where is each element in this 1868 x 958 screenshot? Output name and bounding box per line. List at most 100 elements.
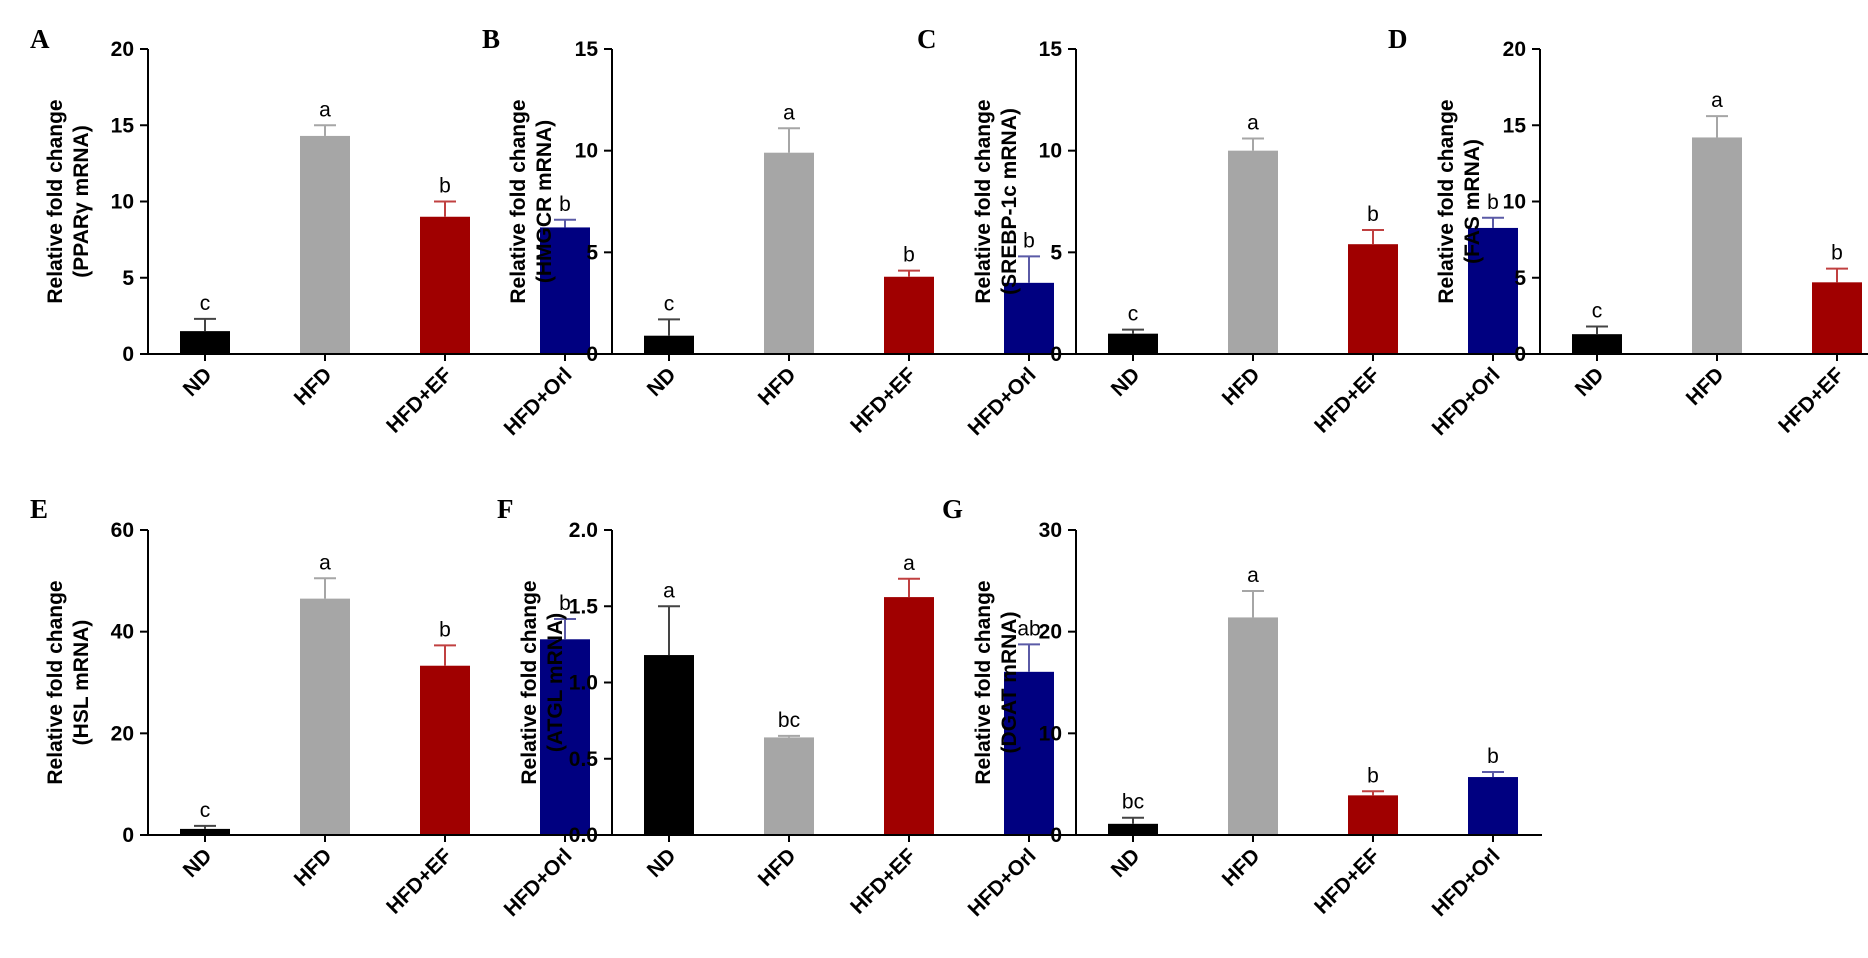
- y-tick-label: 15: [111, 114, 135, 137]
- significance-letter-HFD: a: [319, 98, 331, 121]
- y-tick-label: 0: [122, 343, 134, 366]
- bar-HFD+Orl: [1004, 282, 1054, 354]
- bar-HFD+Orl: [1004, 671, 1054, 835]
- significance-letter-HFD+EF: b: [903, 244, 915, 267]
- category-label-HFD: HFD: [754, 363, 801, 410]
- y-axis-label-line2: (HMGCR mRNA): [533, 120, 556, 283]
- y-tick-label: 0.0: [569, 824, 598, 847]
- category-label-ND: ND: [179, 363, 217, 401]
- category-label-HFD+Orl: HFD+Orl: [1428, 363, 1505, 440]
- bar-HFD+EF: [420, 216, 470, 354]
- y-axis-label-line2: (SREBP-1c mRNA): [998, 108, 1021, 295]
- bar-HFD: [300, 598, 350, 835]
- bar-HFD+EF: [1348, 795, 1398, 835]
- y-tick-label: 20: [111, 722, 134, 745]
- y-tick-label: 0: [1050, 824, 1062, 847]
- category-label-HFD: HFD: [1218, 844, 1265, 891]
- significance-letter-HFD: a: [1247, 111, 1259, 134]
- bar-HFD+Orl: [540, 227, 590, 354]
- y-axis-label: Relative fold change (DGAT mRNA): [972, 580, 1021, 784]
- category-label-HFD+EF: HFD+EF: [846, 844, 921, 919]
- panel-letter: F: [497, 494, 514, 524]
- y-tick-label: 0: [1514, 343, 1526, 366]
- significance-letter-HFD+EF: b: [439, 175, 451, 198]
- y-tick-label: 10: [1039, 140, 1062, 163]
- panel-D: D Relative fold change (FAS mRNA) c ND a HFD b H…: [1388, 24, 1868, 438]
- y-axis-label-line2: (DGAT mRNA): [998, 612, 1021, 754]
- significance-letter-HFD: a: [783, 101, 795, 124]
- y-tick-label: 10: [1039, 722, 1062, 745]
- category-label-HFD+EF: HFD+EF: [1310, 844, 1385, 919]
- bar-ND: [644, 655, 694, 835]
- category-label-ND: ND: [1571, 363, 1609, 401]
- significance-letter-HFD+EF: b: [1367, 764, 1379, 787]
- bar-HFD+Orl: [1468, 227, 1518, 354]
- significance-letter-ND: c: [200, 799, 211, 822]
- bar-HFD: [764, 737, 814, 835]
- significance-letter-HFD+EF: a: [903, 552, 915, 575]
- category-label-HFD: HFD: [290, 844, 337, 891]
- category-label-ND: ND: [643, 363, 681, 401]
- bar-ND: [1108, 333, 1158, 354]
- y-tick-label: 5: [1050, 241, 1062, 264]
- significance-letter-ND: a: [663, 579, 675, 602]
- category-label-HFD+Orl: HFD+Orl: [500, 844, 577, 921]
- y-axis-label-line2: (HSL mRNA): [70, 620, 93, 746]
- y-tick-label: 40: [111, 621, 134, 644]
- bar-HFD+EF: [420, 665, 470, 835]
- y-tick-label: 15: [1039, 38, 1063, 61]
- bar-HFD: [1228, 150, 1278, 354]
- bar-ND: [180, 331, 230, 354]
- y-axis-label-line1: Relative fold change: [518, 580, 541, 784]
- significance-letter-ND: bc: [1122, 791, 1144, 814]
- panel-letter: C: [917, 24, 937, 54]
- y-tick-label: 1.5: [569, 595, 599, 618]
- category-label-HFD+EF: HFD+EF: [1310, 363, 1385, 438]
- significance-letter-HFD+Orl: b: [1487, 191, 1499, 214]
- category-label-HFD+Orl: HFD+Orl: [964, 363, 1041, 440]
- bar-ND: [180, 828, 230, 835]
- panel-letter: E: [30, 494, 48, 524]
- y-axis-label-line1: Relative fold change: [44, 99, 67, 303]
- y-tick-label: 0: [122, 824, 134, 847]
- bar-ND: [1108, 823, 1158, 835]
- panel-letter: B: [482, 24, 500, 54]
- category-label-HFD+EF: HFD+EF: [382, 844, 457, 919]
- y-tick-label: 5: [1514, 267, 1526, 290]
- category-label-HFD+Orl: HFD+Orl: [500, 363, 577, 440]
- category-label-HFD: HFD: [754, 844, 801, 891]
- panel-letter: D: [1388, 24, 1408, 54]
- bar-HFD+Orl: [1468, 777, 1518, 835]
- y-tick-label: 30: [1039, 519, 1062, 542]
- y-axis-label-line2: (FAS mRNA): [1461, 139, 1484, 264]
- y-tick-label: 0: [586, 343, 598, 366]
- bar-HFD+EF: [1812, 282, 1862, 354]
- y-tick-label: 20: [1503, 38, 1526, 61]
- significance-letter-ND: c: [200, 292, 211, 315]
- category-label-ND: ND: [1107, 844, 1145, 882]
- category-label-ND: ND: [1107, 363, 1145, 401]
- y-axis-label-line2: (ATGL mRNA): [544, 613, 567, 752]
- category-label-HFD: HFD: [1218, 363, 1265, 410]
- significance-letter-HFD+EF: b: [1831, 242, 1843, 265]
- y-axis-label-line1: Relative fold change: [972, 99, 995, 303]
- category-label-ND: ND: [179, 844, 217, 882]
- panel-letter: G: [942, 494, 963, 524]
- y-tick-label: 5: [586, 241, 598, 264]
- bar-HFD+EF: [884, 276, 934, 354]
- y-axis-label-line1: Relative fold change: [1435, 99, 1458, 303]
- significance-letter-HFD+Orl: b: [559, 592, 571, 615]
- significance-letter-HFD+Orl: b: [1023, 229, 1035, 252]
- y-axis-label-line1: Relative fold change: [972, 580, 995, 784]
- y-tick-label: 2.0: [569, 519, 598, 542]
- y-axis-label-line1: Relative fold change: [44, 580, 67, 784]
- bar-HFD+EF: [884, 597, 934, 835]
- y-tick-label: 10: [1503, 191, 1526, 214]
- bar-ND: [644, 335, 694, 354]
- y-tick-label: 10: [575, 140, 598, 163]
- bar-HFD: [764, 152, 814, 354]
- category-label-HFD: HFD: [290, 363, 337, 410]
- bar-HFD+Orl: [540, 639, 590, 835]
- y-axis-label-line2: (PPARγ mRNA): [70, 125, 93, 277]
